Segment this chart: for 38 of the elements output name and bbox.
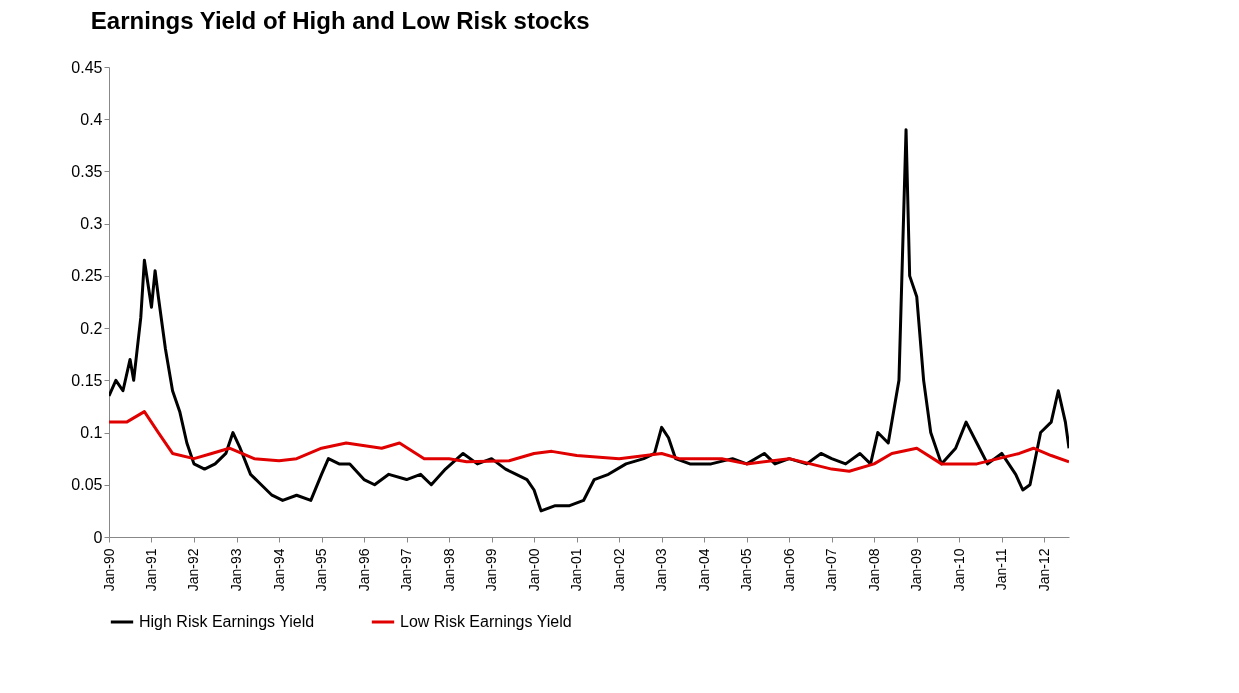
x-tick-label: Jan-10 <box>950 548 967 592</box>
x-tick-label: Jan-00 <box>525 548 542 592</box>
x-tick-label: Jan-12 <box>1035 548 1052 592</box>
legend-label: Low Risk Earnings Yield <box>400 613 572 630</box>
y-tick-label: 0.3 <box>80 215 103 233</box>
x-tick-label: Jan-09 <box>908 548 925 592</box>
y-tick-label: 0.15 <box>71 371 103 389</box>
line-series <box>109 128 1069 513</box>
x-tick-label: Jan-96 <box>355 548 372 592</box>
line-series <box>109 410 1069 473</box>
x-tick-label: Jan-04 <box>695 548 712 592</box>
x-tick-label: Jan-11 <box>993 548 1010 591</box>
y-tick-label: 0 <box>93 528 103 546</box>
x-tick-label: Jan-95 <box>313 548 330 592</box>
y-tick-label: 0.2 <box>80 319 103 337</box>
x-tick-label: Jan-08 <box>865 548 882 592</box>
x-tick-label: Jan-91 <box>142 548 159 592</box>
x-tick-label: Jan-92 <box>185 548 202 592</box>
x-tick-label: Jan-98 <box>440 548 457 592</box>
y-tick-label: 0.35 <box>71 162 103 180</box>
x-tick-label: Jan-05 <box>738 548 755 592</box>
x-tick-label: Jan-94 <box>270 548 287 592</box>
chart-title: Earnings Yield of High and Low Risk stocks <box>90 7 590 34</box>
y-tick-label: 0.25 <box>71 267 103 285</box>
x-tick-label: Jan-03 <box>653 548 670 592</box>
x-tick-label: Jan-90 <box>100 548 117 592</box>
x-tick-label: Jan-93 <box>228 548 245 592</box>
x-tick-label: Jan-06 <box>780 548 797 592</box>
x-tick-label: Jan-07 <box>823 548 840 592</box>
y-tick-label: 0.45 <box>71 58 103 76</box>
legend-label: High Risk Earnings Yield <box>139 613 315 630</box>
x-tick-label: Jan-99 <box>483 548 500 592</box>
y-tick-label: 0.1 <box>80 424 103 442</box>
y-tick-label: 0.4 <box>80 110 103 128</box>
y-tick-label: 0.05 <box>71 476 103 494</box>
x-tick-label: Jan-02 <box>610 548 627 592</box>
x-tick-label: Jan-01 <box>568 548 585 592</box>
x-tick-label: Jan-97 <box>398 548 415 592</box>
